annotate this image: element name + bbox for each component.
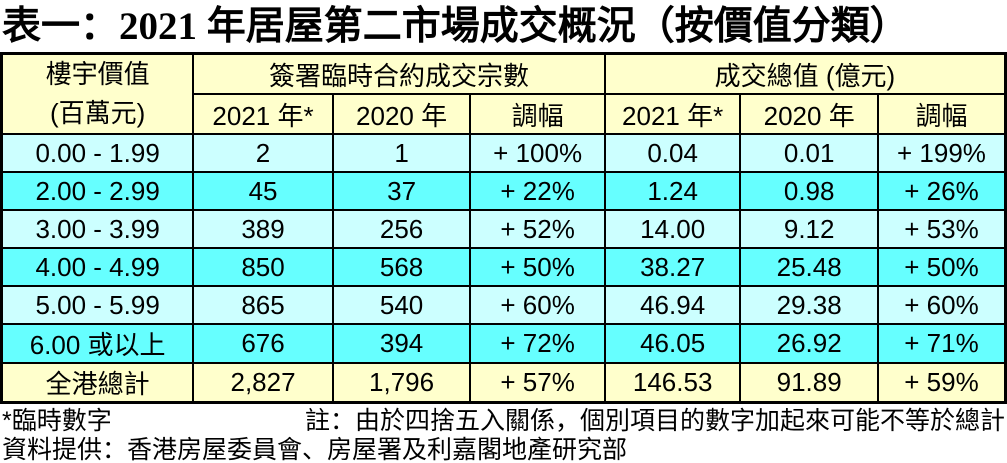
header-row-years: 2021 年* 2020 年 調幅 2021 年* 2020 年 調幅 <box>2 93 1007 135</box>
cell-value-2020: 9.12 <box>739 209 879 249</box>
subheader-deals-2020: 2020 年 <box>331 93 472 135</box>
subheader-deals-change: 調幅 <box>469 93 606 135</box>
rounding-note: 註：由於四捨五入關係，個別項目的數字加起來可能不等於總計 <box>304 407 1005 435</box>
source-note: 資料提供：香港房屋委員會、房屋署及利嘉閣地產研究部 <box>2 436 628 463</box>
cell-deals-2020: 540 <box>331 285 472 325</box>
col-header-property-value-line2: (百萬元) <box>49 98 146 128</box>
cell-deals-2020: 37 <box>331 171 472 211</box>
cell-deals-2021: 389 <box>192 209 334 249</box>
cell-value-change: + 50% <box>876 247 1007 287</box>
cell-deals-2020: 394 <box>331 323 472 364</box>
cell-value-2021: 1.24 <box>603 171 742 211</box>
total-row: 全港總計 2,827 1,796 + 57% 146.53 91.89 + 59… <box>0 362 1007 404</box>
row-label: 5.00 - 5.99 <box>0 285 195 325</box>
cell-deals-2021: 865 <box>192 285 334 325</box>
table-row: 3.00 - 3.99 389 256 + 52% 14.00 9.12 + 5… <box>0 209 1007 249</box>
cell-value-2021: 38.27 <box>603 247 742 287</box>
table-row: 2.00 - 2.99 45 37 + 22% 1.24 0.98 + 26% <box>0 171 1007 211</box>
total-row-label: 全港總計 <box>0 362 195 404</box>
cell-deals-change: + 100% <box>469 133 606 173</box>
table-row: 0.00 - 1.99 2 1 + 100% 0.04 0.01 + 199% <box>0 133 1007 173</box>
cell-deals-2021: 676 <box>192 323 334 364</box>
table-row: 6.00 或以上 676 394 + 72% 46.05 26.92 + 71% <box>0 323 1007 364</box>
total-value-2021: 146.53 <box>603 362 742 404</box>
col-header-property-value: 樓宇價值 (百萬元) <box>0 52 195 135</box>
cell-deals-2021: 2 <box>192 133 334 173</box>
row-label: 6.00 或以上 <box>0 323 195 364</box>
cell-value-2021: 46.94 <box>603 285 742 325</box>
total-deals-2021: 2,827 <box>192 362 334 404</box>
cell-value-2020: 25.48 <box>739 247 879 287</box>
col-group-transactions: 簽署臨時合約成交宗數 <box>192 52 606 95</box>
cell-deals-2020: 568 <box>331 247 472 287</box>
table-title: 表一：2021 年居屋第二市場成交概況（按價值分類） <box>2 5 909 48</box>
cell-deals-2021: 45 <box>192 171 334 211</box>
col-header-property-value-line1: 樓宇價值 <box>45 59 150 89</box>
cell-deals-change: + 72% <box>469 323 606 364</box>
row-label: 0.00 - 1.99 <box>0 133 195 173</box>
footnote-line-1: *臨時數字 註：由於四捨五入關係，個別項目的數字加起來可能不等於總計 <box>2 407 1005 436</box>
row-label: 2.00 - 2.99 <box>0 171 195 211</box>
cell-value-change: + 199% <box>876 133 1007 173</box>
cell-value-change: + 53% <box>876 209 1007 249</box>
subheader-deals-2021: 2021 年* <box>192 93 334 135</box>
total-value-change: + 59% <box>876 362 1007 404</box>
cell-deals-2020: 256 <box>331 209 472 249</box>
cell-value-change: + 60% <box>876 285 1007 325</box>
header-row-groups: 樓宇價值 (百萬元) 簽署臨時合約成交宗數 成交總值 (億元) <box>0 52 1007 135</box>
table-row: 5.00 - 5.99 865 540 + 60% 46.94 29.38 + … <box>0 285 1007 325</box>
row-label: 3.00 - 3.99 <box>0 209 195 249</box>
cell-value-2020: 0.98 <box>739 171 879 211</box>
total-deals-change: + 57% <box>469 362 606 404</box>
provisional-figures-note: *臨時數字 <box>2 407 112 435</box>
cell-value-2021: 46.05 <box>603 323 742 364</box>
cell-deals-change: + 52% <box>469 209 606 249</box>
cell-value-2020: 0.01 <box>739 133 879 173</box>
cell-value-2020: 26.92 <box>739 323 879 364</box>
col-group-total-value: 成交總值 (億元) <box>603 52 1007 95</box>
cell-deals-2020: 1 <box>331 133 472 173</box>
cell-value-2021: 0.04 <box>603 133 742 173</box>
table-body: 0.00 - 1.99 2 1 + 100% 0.04 0.01 + 199% … <box>0 133 1007 404</box>
table-header: 樓宇價值 (百萬元) 簽署臨時合約成交宗數 成交總值 (億元) 2021 年* … <box>0 52 1007 135</box>
footer: *臨時數字 註：由於四捨五入關係，個別項目的數字加起來可能不等於總計 資料提供：… <box>0 404 1007 463</box>
subheader-value-2021: 2021 年* <box>603 93 742 135</box>
cell-value-change: + 71% <box>876 323 1007 364</box>
cell-deals-change: + 50% <box>469 247 606 287</box>
subheader-value-2020: 2020 年 <box>739 93 879 135</box>
cell-deals-2021: 850 <box>192 247 334 287</box>
hos-secondary-market-table: 樓宇價值 (百萬元) 簽署臨時合約成交宗數 成交總值 (億元) 2021 年* … <box>0 52 1007 404</box>
subheader-value-change: 調幅 <box>876 93 1007 135</box>
cell-deals-change: + 60% <box>469 285 606 325</box>
table-row: 4.00 - 4.99 850 568 + 50% 38.27 25.48 + … <box>0 247 1007 287</box>
cell-value-2021: 14.00 <box>603 209 742 249</box>
total-deals-2020: 1,796 <box>331 362 472 404</box>
total-value-2020: 91.89 <box>739 362 879 404</box>
cell-value-2020: 29.38 <box>739 285 879 325</box>
cell-deals-change: + 22% <box>469 171 606 211</box>
cell-value-change: + 26% <box>876 171 1007 211</box>
row-label: 4.00 - 4.99 <box>0 247 195 287</box>
